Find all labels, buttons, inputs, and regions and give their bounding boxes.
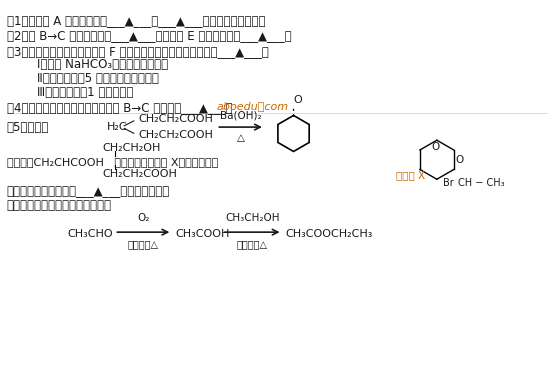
Text: O: O — [294, 95, 302, 105]
Text: （5）已知：: （5）已知： — [7, 121, 49, 133]
Text: CH₃COOH: CH₃COOH — [175, 229, 229, 239]
Text: CH₂CH₂COOH: CH₂CH₂COOH — [138, 114, 213, 124]
Text: （3）写出同时满足下列条件的 F 的一种同分异构体的结构简式：___▲___。: （3）写出同时满足下列条件的 F 的一种同分异构体的结构简式：___▲___。 — [7, 45, 269, 57]
Text: H₂C: H₂C — [107, 122, 128, 132]
Text: Br: Br — [443, 178, 454, 188]
Text: Ba(OH)₂: Ba(OH)₂ — [220, 111, 261, 121]
Text: O: O — [455, 155, 464, 165]
Text: O: O — [431, 142, 439, 152]
Text: CH₃COOCH₂CH₃: CH₃COOCH₂CH₃ — [285, 229, 373, 239]
Text: Ⅰ．能与 NaHCO₃溶液反应产生气体: Ⅰ．能与 NaHCO₃溶液反应产生气体 — [37, 59, 168, 71]
Text: aboedu．com: aboedu．com — [217, 101, 289, 111]
Text: 浓硫酸，△: 浓硫酸，△ — [237, 239, 268, 249]
Text: （1）化合物 A 中的官能团为___▲___和___▲___（填官能团名称）。: （1）化合物 A 中的官能团为___▲___和___▲___（填官能团名称）。 — [7, 14, 265, 28]
Text: （2）由 B→C 的反应类型是___▲___；化合物 E 的结构简式为___▲___。: （2）由 B→C 的反应类型是___▲___；化合物 E 的结构简式为___▲_… — [7, 29, 291, 43]
Text: 选）。合成路线流程图示例如下：: 选）。合成路线流程图示例如下： — [7, 199, 112, 212]
Text: 催化剂，△: 催化剂，△ — [128, 239, 159, 249]
Text: O₂: O₂ — [137, 213, 150, 223]
Text: 请写出以CH₂CHCOOH   为原料制备化合物 X（结构简式见: 请写出以CH₂CHCOOH 为原料制备化合物 X（结构简式见 — [7, 157, 218, 167]
Text: Ⅱ．分子中含有5 种不同化学环境的氢: Ⅱ．分子中含有5 种不同化学环境的氢 — [37, 72, 159, 85]
Text: CH₂CH₂COOH: CH₂CH₂COOH — [138, 130, 213, 139]
Text: （4）在上述转化过程中，反应步骤 B→C 的目的是___▲___。: （4）在上述转化过程中，反应步骤 B→C 的目的是___▲___。 — [7, 101, 232, 114]
Text: △: △ — [237, 133, 245, 143]
Text: CH₃CH₂OH: CH₃CH₂OH — [225, 213, 279, 223]
Text: CH₃CHO: CH₃CHO — [68, 229, 113, 239]
Text: Ⅲ．分子中含有1 个六元碳环: Ⅲ．分子中含有1 个六元碳环 — [37, 86, 134, 99]
Text: CH₂CH₂OH: CH₂CH₂OH — [102, 144, 161, 153]
Text: CH − CH₃: CH − CH₃ — [458, 178, 505, 188]
Text: CH₂CH₂COOH: CH₂CH₂COOH — [102, 169, 177, 179]
Text: 化合物 X: 化合物 X — [396, 170, 424, 180]
Text: 图）的合成路线流程图___▲___（无机试剂可任: 图）的合成路线流程图___▲___（无机试剂可任 — [7, 186, 170, 198]
